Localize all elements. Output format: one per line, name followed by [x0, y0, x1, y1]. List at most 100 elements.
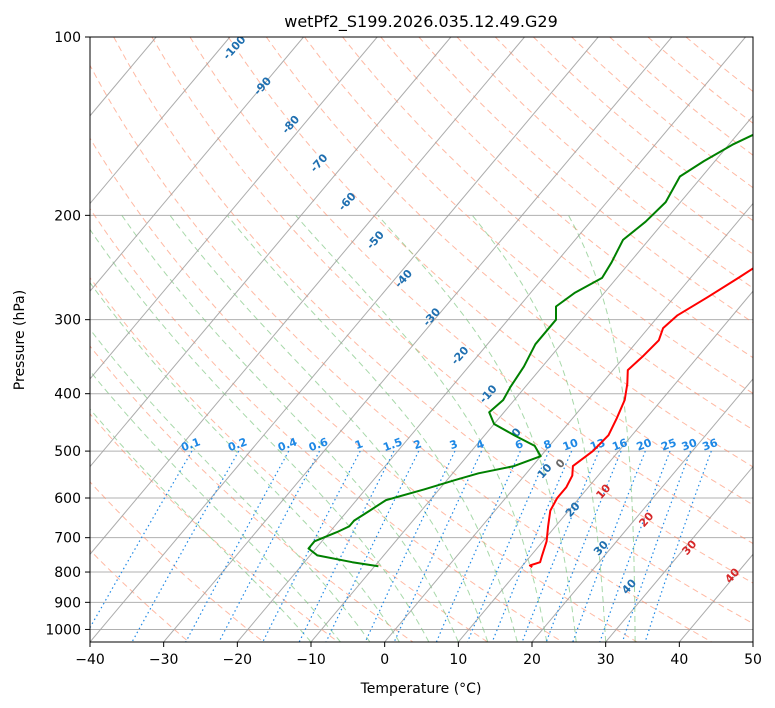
- x-axis-ticks: −40 −30 −20 −10 0 10 20 30 40 50: [75, 642, 762, 668]
- mixing-ratio-line: [90, 450, 193, 629]
- isotherm-line: [310, 115, 753, 642]
- dry-adiabat-line: [90, 137, 638, 642]
- moist-adiabat-line: [471, 214, 607, 642]
- isotherm-line: [531, 378, 753, 642]
- dewpoint-profile-line: [307, 133, 753, 568]
- x-tick-label: 10: [449, 652, 467, 668]
- dry-adiabat-line: [90, 64, 712, 642]
- dry-adiabat-line: [227, 37, 753, 506]
- dry-adiabat-line: [342, 37, 753, 394]
- x-tick-label: 20: [523, 652, 541, 668]
- mixing-ratio-label: 3: [448, 437, 460, 452]
- isobar-gridlines: [90, 37, 753, 630]
- moist-adiabat-line: [90, 370, 341, 642]
- isotherm-line: [90, 37, 452, 468]
- isotherm-line: [90, 37, 525, 556]
- mixing-ratio-line: [521, 450, 600, 642]
- mixing-ratio-line: [262, 450, 361, 642]
- isotherm-gridlines: [90, 37, 753, 642]
- mixing-ratio-label: 1: [353, 437, 365, 452]
- mixing-ratio-label: 8: [542, 437, 554, 452]
- y-tick-label: 500: [54, 444, 81, 460]
- mixing-ratio-label: 0.6: [307, 435, 330, 454]
- mixing-ratio-label: 0.1: [179, 435, 202, 454]
- plot-frame: [89, 36, 754, 643]
- x-tick-label: −10: [296, 652, 326, 668]
- y-axis-ticks: 100 200 300 400 500 600 700 800 900 1000: [45, 30, 90, 638]
- isotherm-line: [163, 37, 673, 642]
- mixing-ratio-label: 16: [610, 436, 629, 454]
- mixing-ratio-line: [621, 450, 692, 642]
- isotherm-line: [236, 37, 746, 642]
- y-tick-label: 200: [54, 208, 81, 224]
- moist-adiabat-line: [568, 215, 636, 642]
- temperature-profile-line: [528, 267, 753, 569]
- dry-adiabat-line: [90, 276, 488, 642]
- mixing-ratio-label: 0.2: [226, 435, 249, 454]
- dry-adiabat-line: [90, 481, 264, 642]
- mixing-ratio-label: 36: [701, 436, 720, 454]
- x-tick-label: 0: [380, 652, 389, 668]
- x-tick-label: 40: [670, 652, 688, 668]
- mixing-ratio-label: 2: [412, 437, 424, 452]
- x-tick-label: 50: [744, 652, 762, 668]
- mixing-ratio-lines: [90, 450, 712, 642]
- moist-adiabat-line: [121, 215, 459, 642]
- mixing-ratio-line: [131, 450, 240, 642]
- isotherm-line: [90, 37, 378, 380]
- moist-adiabat-line: [90, 281, 400, 642]
- mixing-ratio-label: 0.4: [276, 435, 299, 454]
- moist-adiabat-line: [90, 228, 430, 642]
- mixing-ratio-line: [185, 450, 290, 642]
- mixing-ratio-line: [491, 450, 573, 642]
- moist-adiabat-line: [90, 408, 312, 642]
- dry-adiabat-line: [304, 37, 753, 431]
- mixing-ratio-line: [466, 450, 550, 642]
- y-tick-label: 700: [54, 531, 81, 547]
- x-axis-label: Temperature (°C): [360, 681, 482, 697]
- dry-adiabat-line: [151, 37, 753, 584]
- isotherm-line: [90, 37, 304, 292]
- y-tick-label: 100: [54, 30, 81, 46]
- y-tick-label: 1000: [45, 622, 81, 638]
- mixing-ratio-label: 1.5: [381, 435, 404, 454]
- mixing-ratio-label: 20: [635, 436, 654, 454]
- y-tick-label: 900: [54, 595, 81, 611]
- x-tick-label: −30: [149, 652, 179, 668]
- mixing-ratio-label: 10: [561, 436, 580, 454]
- y-axis-label: Pressure (hPa): [12, 290, 28, 390]
- mixing-ratio-label: 30: [680, 436, 699, 454]
- x-tick-label: −20: [223, 652, 253, 668]
- dry-adiabat-line: [265, 37, 753, 468]
- y-tick-label: 800: [54, 565, 81, 581]
- mixing-ratio-line: [364, 450, 456, 642]
- mixing-ratio-line: [644, 450, 712, 642]
- y-tick-label: 400: [54, 387, 81, 403]
- dry-adiabat-line: [90, 207, 563, 642]
- dry-adiabat-line: [90, 549, 190, 642]
- mixing-ratio-label: 25: [659, 436, 678, 453]
- mixing-ratio-label: 4: [474, 437, 486, 452]
- moist-adiabats: [90, 214, 636, 642]
- isotherm-line: [605, 465, 753, 642]
- chart-title: wetPf2_S199.2026.035.12.49.G29: [284, 12, 558, 32]
- x-tick-label: −40: [75, 652, 105, 668]
- isotherm-line: [384, 202, 753, 642]
- dry-adiabat-line: [113, 37, 753, 625]
- isotherm-line: [90, 37, 599, 642]
- moist-adiabat-line: [377, 214, 577, 642]
- y-tick-label: 300: [54, 313, 81, 329]
- mixing-ratio-label: 6: [513, 437, 525, 452]
- mixing-ratio-line: [599, 450, 671, 642]
- profile-series: [307, 133, 753, 569]
- mixing-ratio-line: [218, 450, 321, 642]
- mixing-ratio-line: [298, 450, 395, 642]
- isotherm-line: [457, 290, 753, 642]
- x-tick-label: 30: [597, 652, 615, 668]
- isotherm-line: [90, 37, 231, 205]
- moist-adiabat-line: [169, 215, 489, 642]
- moist-adiabat-line: [226, 214, 518, 642]
- y-tick-label: 600: [54, 491, 81, 507]
